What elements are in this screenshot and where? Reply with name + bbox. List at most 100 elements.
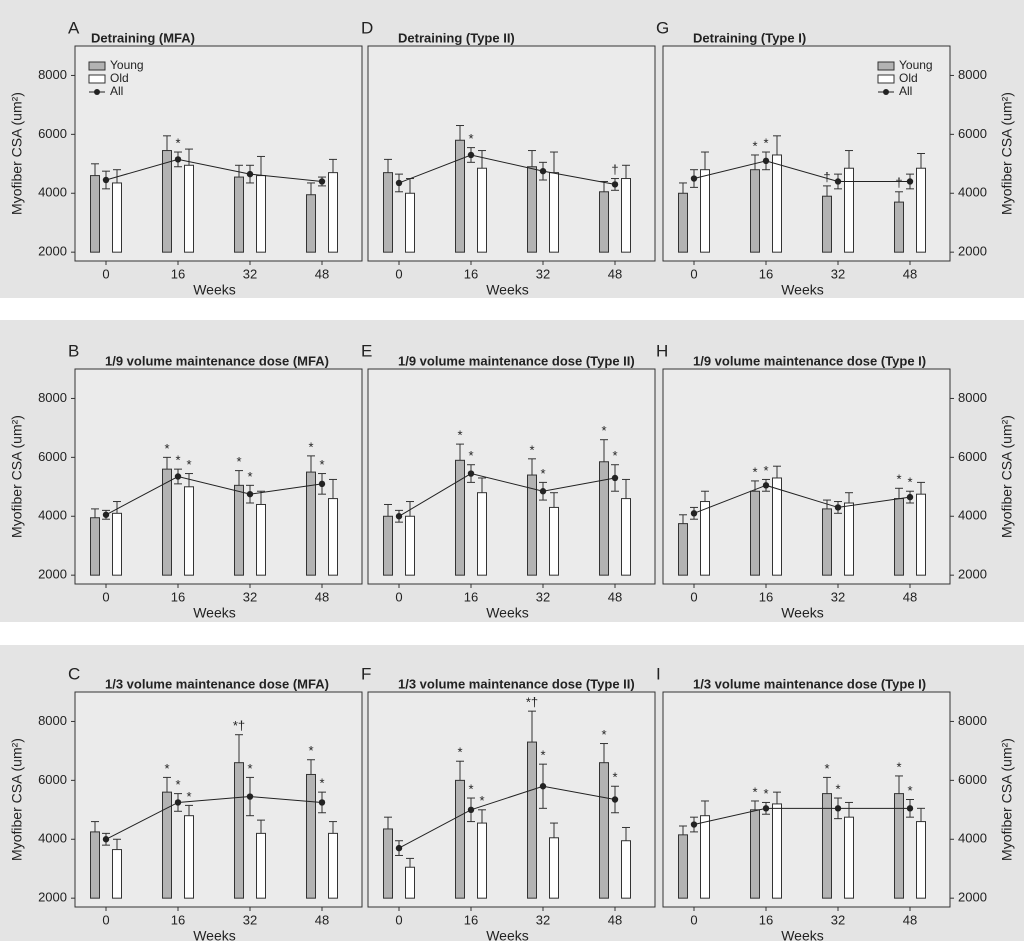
error-bar	[307, 759, 315, 775]
bar	[527, 741, 537, 899]
significance-marker: *	[247, 761, 252, 776]
error-bar	[917, 153, 925, 169]
bar	[477, 492, 487, 576]
x-tick-label: 0	[102, 912, 109, 927]
panel-title: Detraining (Type II)	[398, 30, 515, 45]
bar	[549, 837, 559, 899]
bar	[621, 498, 631, 576]
bar	[700, 815, 710, 899]
legend-swatch	[877, 74, 895, 84]
panel-letter: I	[656, 664, 661, 683]
y-tick-label: 4000	[38, 185, 67, 200]
error-bar	[917, 807, 925, 822]
error-bar	[622, 164, 630, 179]
point	[174, 473, 182, 480]
error-bar	[845, 801, 853, 818]
bar	[822, 195, 832, 253]
point	[395, 513, 403, 520]
error-bar	[456, 125, 464, 141]
error-bar	[478, 477, 486, 493]
error-bar	[773, 791, 781, 804]
line	[105, 158, 323, 182]
bar	[621, 840, 631, 899]
bar	[700, 169, 710, 253]
bar	[234, 176, 244, 253]
error-bar	[185, 148, 193, 166]
significance-marker: *	[164, 761, 169, 776]
significance-marker: *	[186, 789, 191, 804]
point	[467, 470, 475, 477]
panel-title: 1/3 volume maintenance dose (MFA)	[105, 676, 329, 691]
point	[834, 504, 842, 511]
point	[318, 480, 326, 488]
significance-marker: *	[907, 783, 912, 798]
error-bar	[91, 508, 99, 518]
significance-marker: *	[186, 457, 191, 472]
bar	[112, 182, 122, 253]
x-tick-label: 16	[171, 266, 185, 281]
point	[611, 796, 619, 803]
bar	[405, 866, 415, 899]
significance-marker: *	[540, 748, 545, 763]
significance-marker: *	[763, 135, 768, 150]
significance-marker: *	[175, 135, 180, 150]
bar	[112, 849, 122, 899]
error-bar	[163, 135, 171, 151]
x-tick-label: 48	[315, 266, 329, 281]
x-tick-label: 16	[759, 912, 773, 927]
significance-marker: *	[763, 786, 768, 801]
x-axis-label: Weeks	[486, 605, 529, 621]
bar	[455, 139, 465, 253]
x-tick-label: 16	[464, 912, 478, 927]
legend-label: All	[899, 84, 912, 98]
y-tick-label: 6000	[38, 772, 67, 787]
y-tick-label: 2000	[38, 244, 67, 259]
bar	[844, 167, 854, 253]
significance-marker: *	[601, 423, 606, 438]
legend-swatch	[883, 89, 889, 95]
point	[834, 178, 842, 185]
point	[834, 805, 842, 812]
bar	[772, 477, 782, 576]
y-axis-label: Myofiber CSA (um²)	[999, 92, 1015, 215]
x-tick-label: 0	[690, 912, 697, 927]
bar	[405, 192, 415, 253]
point	[467, 151, 475, 159]
point	[102, 836, 110, 843]
bar	[328, 172, 338, 253]
significance-marker: *	[457, 428, 462, 443]
error-bar	[600, 439, 608, 462]
x-tick-label: 16	[759, 589, 773, 604]
x-tick-label: 16	[171, 589, 185, 604]
x-axis-label: Weeks	[193, 282, 236, 298]
panel-letter: F	[361, 664, 371, 683]
error-bar	[528, 150, 536, 167]
significance-marker: *	[540, 466, 545, 481]
error-bar	[701, 800, 709, 816]
line	[398, 785, 616, 849]
bar	[822, 793, 832, 899]
panel-title: 1/3 volume maintenance dose (Type I)	[693, 676, 926, 691]
bar	[477, 822, 487, 899]
significance-marker: †	[823, 169, 830, 184]
line	[398, 473, 616, 517]
y-tick-label: 6000	[958, 772, 987, 787]
x-tick-label: 0	[395, 589, 402, 604]
y-tick-label: 8000	[38, 67, 67, 82]
significance-marker: *	[247, 469, 252, 484]
error-bar	[235, 734, 243, 763]
error-bar	[235, 470, 243, 486]
x-tick-label: 0	[102, 266, 109, 281]
point	[246, 490, 254, 498]
point	[539, 488, 547, 495]
error-bar	[185, 804, 193, 816]
error-bar	[823, 776, 831, 794]
significance-marker: *	[896, 759, 901, 774]
bar	[112, 512, 122, 576]
error-bar	[679, 825, 687, 835]
bar	[599, 762, 609, 899]
significance-marker: *	[529, 442, 534, 457]
y-tick-label: 2000	[38, 890, 67, 905]
significance-marker: *	[308, 743, 313, 758]
